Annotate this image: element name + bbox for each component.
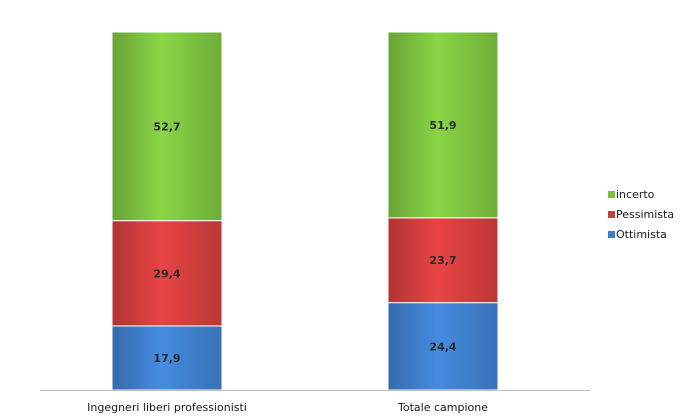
legend-swatch-pessimista [608, 210, 615, 218]
category-label-2: Totale campione [397, 401, 488, 414]
data-label-pessimista-1: 29,4 [153, 267, 180, 280]
legend-label-pessimista: Pessimista [616, 207, 675, 221]
legend-item-incerto: incerto [608, 184, 674, 204]
legend-swatch-ottimista [608, 230, 615, 238]
bar-incerto-1 [111, 31, 223, 222]
legend-swatch-incerto [608, 190, 615, 198]
data-label-ottimista-2: 24,4 [429, 340, 456, 353]
legend-label-ottimista: Ottimista [616, 227, 667, 241]
legend-label-incerto: incerto [616, 187, 655, 201]
legend-item-ottimista: Ottimista [608, 224, 674, 244]
category-label-1: Ingegneri liberi professionisti [87, 401, 247, 414]
bar-ottimista-2 [387, 302, 499, 391]
bar-pessimista-2 [387, 217, 499, 304]
legend-item-pessimista: Pessimista [608, 204, 674, 224]
data-label-incerto-2: 51,9 [429, 119, 456, 132]
data-label-pessimista-2: 23,7 [429, 254, 456, 267]
data-label-incerto-1: 52,7 [153, 120, 180, 133]
bar-ottimista-1 [111, 325, 223, 391]
bar-pessimista-1 [111, 220, 223, 327]
bar-incerto-2 [387, 31, 499, 219]
data-label-ottimista-1: 17,9 [153, 352, 180, 365]
legend: incerto Pessimista Ottimista [608, 184, 674, 244]
